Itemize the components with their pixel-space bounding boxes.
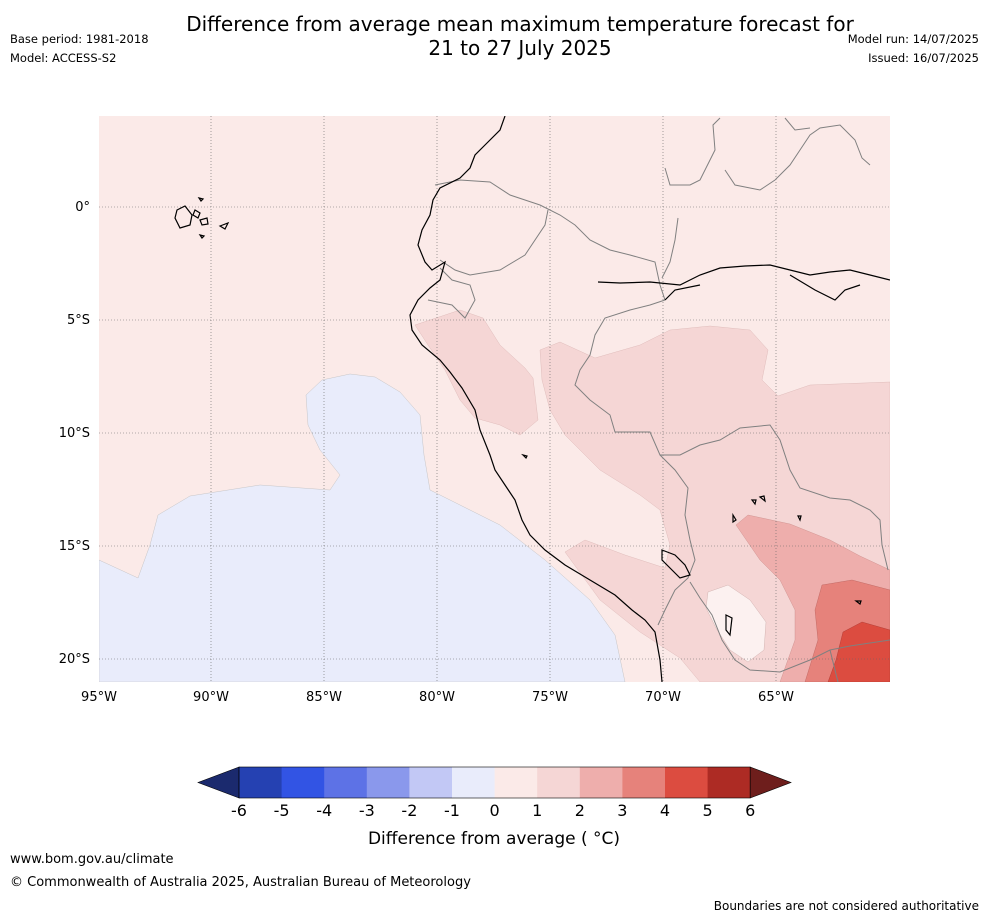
base-period: Base period: 1981-2018 xyxy=(10,32,149,46)
colorbar-segment xyxy=(537,767,581,798)
colorbar-tick-label: -1 xyxy=(444,801,460,820)
colorbar-tick-label: -3 xyxy=(358,801,375,820)
colorbar-tick-label: 3 xyxy=(617,801,628,820)
lat-label-20s: 20°S xyxy=(59,652,90,667)
footer-copyright: © Commonwealth of Australia 2025, Austra… xyxy=(10,875,471,890)
lon-label-95w: 95°W xyxy=(81,690,117,705)
lat-label-10s: 10°S xyxy=(59,426,90,441)
paraguay-hot xyxy=(827,621,890,682)
colorbar-tick-label: 5 xyxy=(702,801,713,820)
country-borders xyxy=(427,117,890,682)
meta-left: Base period: 1981-2018 Model: ACCESS-S2 xyxy=(10,30,149,68)
colorbar-segment xyxy=(239,767,283,798)
colorbar-segment xyxy=(494,767,538,798)
colorbar-tick-label: 6 xyxy=(745,801,756,820)
colorbar-segment xyxy=(579,767,623,798)
model-run: Model run: 14/07/2025 xyxy=(847,32,979,46)
lat-label-0: 0° xyxy=(75,200,90,215)
colorbar xyxy=(197,766,792,799)
lon-label-85w: 85°W xyxy=(306,690,342,705)
colorbar-tick-label: 1 xyxy=(532,801,543,820)
colorbar-segment xyxy=(452,767,496,798)
colorbar-segment xyxy=(281,767,325,798)
colorbar-segment xyxy=(324,767,368,798)
colorbar-low-arrow xyxy=(197,766,240,799)
issued-date: Issued: 16/07/2025 xyxy=(868,51,979,65)
footer-disclaimer: Boundaries are not considered authoritat… xyxy=(713,899,979,913)
meta-right: Model run: 14/07/2025 Issued: 16/07/2025 xyxy=(848,30,979,68)
cool-ocean-anomaly xyxy=(99,373,626,682)
map-title: Difference from average mean maximum tem… xyxy=(120,12,920,60)
lat-label-15s: 15°S xyxy=(59,539,90,554)
graticule xyxy=(99,116,890,682)
footer-url[interactable]: www.bom.gov.au/climate xyxy=(10,852,174,867)
axis-labels: 0° 5°S 10°S 15°S 20°S 95°W 90°W 85°W 80°… xyxy=(59,200,794,705)
northern-peru-warm xyxy=(414,309,539,436)
model-name: Model: ACCESS-S2 xyxy=(10,51,117,65)
lon-label-90w: 90°W xyxy=(193,690,229,705)
colorbar-tick-label: -5 xyxy=(273,801,290,820)
altiplano-pale-patch xyxy=(705,584,767,663)
lon-label-65w: 65°W xyxy=(758,690,794,705)
colorbar-tick-label: -6 xyxy=(231,801,247,820)
coastline xyxy=(174,116,890,682)
colorbar-label: Difference from average ( °C) xyxy=(367,829,621,849)
colorbar-segment xyxy=(707,767,751,798)
title-line-2: 21 to 27 July 2025 xyxy=(428,36,612,60)
colorbar-segment xyxy=(622,767,666,798)
colorbar-tick-label: 4 xyxy=(659,801,671,820)
colorbar-segment xyxy=(366,767,410,798)
title-line-1: Difference from average mean maximum tem… xyxy=(186,12,854,36)
colorbar-tick-label: -4 xyxy=(316,801,333,820)
colorbar-frame xyxy=(238,766,751,799)
colorbar-segment xyxy=(409,767,453,798)
colorbar-high-arrow xyxy=(749,766,792,799)
colorbar-segment xyxy=(665,767,709,798)
lon-label-70w: 70°W xyxy=(645,690,681,705)
lat-label-5s: 5°S xyxy=(67,313,90,328)
lon-label-80w: 80°W xyxy=(419,690,455,705)
lon-label-75w: 75°W xyxy=(532,690,568,705)
colorbar-tick-label: 0 xyxy=(489,801,500,820)
colorbar-tick-label: 2 xyxy=(574,801,585,820)
map-plot-area xyxy=(99,116,890,682)
colorbar-tick-label: -2 xyxy=(401,801,418,820)
